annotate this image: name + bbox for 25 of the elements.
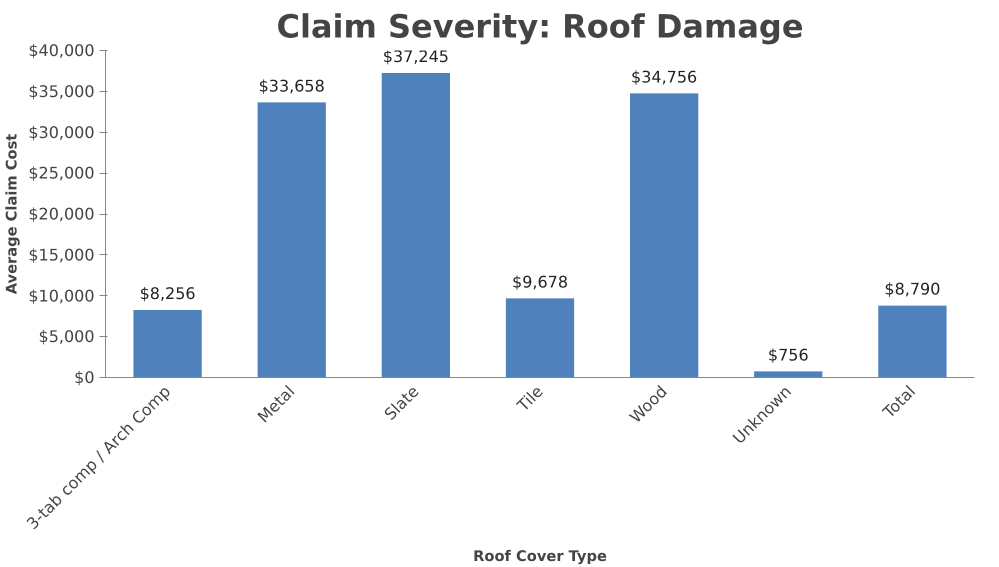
y-tick-label: $0 — [74, 368, 94, 387]
data-label: $8,256 — [140, 284, 196, 304]
bar — [878, 306, 947, 378]
bar — [258, 102, 326, 378]
x-tick-label: Tile — [512, 382, 547, 416]
y-tick-label: $15,000 — [28, 245, 95, 264]
y-tick-label: $25,000 — [28, 164, 95, 183]
x-axis-title: Roof Cover Type — [473, 548, 607, 565]
y-tick-label: $35,000 — [28, 82, 95, 101]
bar — [382, 73, 450, 378]
bar — [133, 310, 202, 378]
data-label: $9,678 — [512, 272, 568, 292]
data-label: $34,756 — [631, 67, 698, 86]
data-label: $33,658 — [258, 76, 325, 96]
y-tick-label: $20,000 — [28, 204, 95, 224]
bar — [506, 298, 574, 378]
chart-title: Claim Severity: Roof Damage — [276, 8, 804, 46]
data-label: $756 — [768, 345, 809, 364]
data-label: $8,790 — [884, 280, 940, 299]
y-tick-label: $30,000 — [28, 122, 95, 142]
y-tick-label: $40,000 — [28, 41, 95, 60]
y-tick-label: $10,000 — [28, 286, 95, 306]
bar — [630, 93, 698, 378]
y-tick-label: $5,000 — [38, 327, 94, 346]
y-axis-title: Average Claim Cost — [3, 134, 20, 294]
